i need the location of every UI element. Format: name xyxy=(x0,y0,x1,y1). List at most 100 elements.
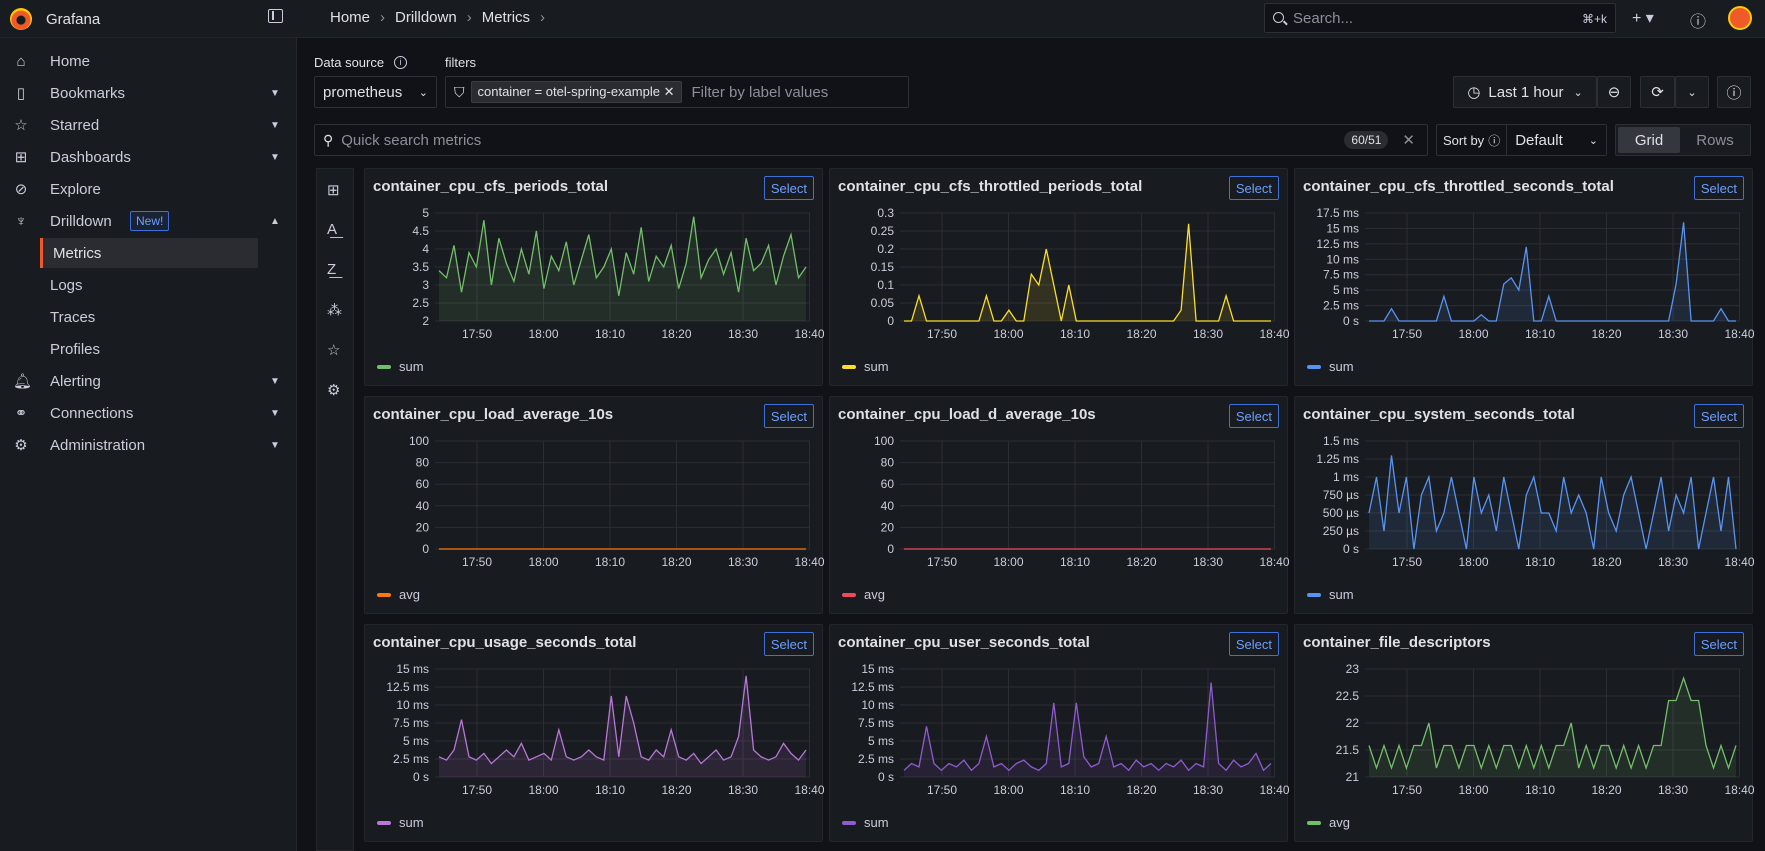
legend-item[interactable]: avg xyxy=(842,587,885,602)
add-icon[interactable]: + ▾ xyxy=(1632,10,1654,27)
y-tick-label: 23 xyxy=(1346,662,1360,676)
nav-item-administration[interactable]: ⚙ Administration ▼ xyxy=(0,430,297,460)
chevron-down-icon[interactable]: ▼ xyxy=(270,119,280,131)
nav-item-drilldown[interactable]: ♆ Drilldown New! ▲ xyxy=(0,206,297,236)
sidebar-subitem-profiles[interactable]: Profiles xyxy=(50,340,101,358)
chevron-down-icon: ⌄ xyxy=(1687,86,1697,99)
nav-item-explore[interactable]: ⊘ Explore xyxy=(0,174,297,204)
select-button[interactable]: Select xyxy=(1693,176,1744,200)
nav-item-connections[interactable]: ⚭ Connections ▼ xyxy=(0,398,297,428)
legend-item[interactable]: sum xyxy=(842,359,889,374)
select-button[interactable]: Select xyxy=(1228,404,1279,428)
nav-item-home[interactable]: ⌂ Home xyxy=(0,46,297,76)
info-icon[interactable]: i xyxy=(394,56,407,69)
sidebar-subitem-logs[interactable]: Logs xyxy=(50,276,83,294)
legend-item[interactable]: sum xyxy=(377,815,424,830)
select-button[interactable]: Select xyxy=(763,632,814,656)
group-icon[interactable]: ⊞ xyxy=(327,182,340,199)
nodes-icon[interactable]: ⁂ xyxy=(327,302,342,319)
chevron-down-icon[interactable]: ▼ xyxy=(270,439,280,451)
line-chart[interactable]: 0.3 0.25 0.2 0.15 0.1 0.05 0 17:50 18:00 18:10 18:… xyxy=(830,199,1289,349)
x-tick-label: 18:40 xyxy=(1724,327,1754,341)
legend-item[interactable]: sum xyxy=(377,359,424,374)
x-tick-label: 18:30 xyxy=(728,327,758,341)
y-tick-label: 3 xyxy=(422,278,429,292)
x-tick-label: 18:30 xyxy=(1658,783,1688,797)
zoom-out-button[interactable]: ⊖ xyxy=(1597,76,1631,108)
view-toggle: Grid Rows xyxy=(1615,124,1751,156)
legend-swatch xyxy=(377,592,391,597)
nav-item-dashboards[interactable]: ⊞ Dashboards ▼ xyxy=(0,142,297,172)
chevron-up-icon[interactable]: ▲ xyxy=(270,215,280,227)
view-grid-button[interactable]: Grid xyxy=(1618,127,1680,153)
legend-swatch xyxy=(842,820,856,825)
chevron-down-icon[interactable]: ▼ xyxy=(270,407,280,419)
legend-item[interactable]: sum xyxy=(842,815,889,830)
breadcrumb-home[interactable]: Home xyxy=(330,9,371,26)
chevron-down-icon[interactable]: ▼ xyxy=(270,87,280,99)
settings-icon[interactable]: ⚙ xyxy=(327,382,341,399)
chevron-down-icon: ⌄ xyxy=(1573,86,1583,99)
refresh-button[interactable]: ⟳ xyxy=(1640,76,1675,108)
legend-item[interactable]: avg xyxy=(1307,815,1350,830)
select-button[interactable]: Select xyxy=(1228,176,1279,200)
close-icon[interactable]: ✕ xyxy=(663,84,675,99)
datasource-select[interactable]: prometheus ⌄ xyxy=(314,76,437,108)
line-chart[interactable]: 15 ms 12.5 ms 10 ms 7.5 ms 5 ms 2.5 ms 0 s 17:5… xyxy=(365,655,824,805)
chevron-down-icon[interactable]: ▼ xyxy=(270,151,280,163)
dock-menu-icon[interactable] xyxy=(268,9,283,23)
sidebar-subitem-traces[interactable]: Traces xyxy=(50,308,96,326)
legend-item[interactable]: avg xyxy=(377,587,420,602)
select-button[interactable]: Select xyxy=(763,176,814,200)
select-button[interactable]: Select xyxy=(763,404,814,428)
chevron-down-icon[interactable]: ▼ xyxy=(270,375,280,387)
line-chart[interactable]: 5 4.5 4 3.5 3 2.5 2 17:50 18:00 18:10 18:20 18:30 18… xyxy=(365,199,824,349)
quick-search-input[interactable]: ⚲ Quick search metrics 60/51 ✕ xyxy=(314,124,1428,156)
link-icon: ⚭ xyxy=(14,405,28,422)
sort-select[interactable]: Sort by ⓘ Default ⌄ xyxy=(1436,124,1607,156)
brand[interactable]: Grafana xyxy=(10,8,100,30)
breadcrumb-metrics[interactable]: Metrics xyxy=(481,9,531,26)
line-chart[interactable]: 100 80 60 40 20 0 17:50 18:00 18:10 18:20 18:30 18:… xyxy=(365,427,824,577)
filter-input[interactable]: ⛉ container = otel-spring-example ✕ Filt… xyxy=(445,76,909,108)
legend-item[interactable]: sum xyxy=(1307,587,1354,602)
nav-item-alerting[interactable]: 🔔︎ Alerting ▼ xyxy=(0,366,297,396)
y-tick-label: 5 ms xyxy=(403,734,429,748)
select-button[interactable]: Select xyxy=(1693,632,1744,656)
filter-chip[interactable]: container = otel-spring-example ✕ xyxy=(470,81,682,103)
time-range-picker[interactable]: ◷ Last 1 hour ⌄ xyxy=(1453,76,1597,108)
grafana-logo-icon[interactable] xyxy=(10,8,32,30)
x-tick-label: 17:50 xyxy=(927,555,957,569)
x-tick-label: 18:20 xyxy=(661,327,691,341)
x-tick-label: 18:00 xyxy=(528,555,558,569)
line-chart[interactable]: 23 22.5 22 21.5 21 17:50 18:00 18:10 18:20 18:30 1… xyxy=(1295,655,1754,805)
help-icon[interactable]: ⓘ xyxy=(1690,14,1707,31)
y-tick-label: 1 ms xyxy=(1333,470,1359,484)
select-button[interactable]: Select xyxy=(1228,632,1279,656)
info-button[interactable]: ⓘ xyxy=(1717,76,1751,108)
view-rows-button[interactable]: Rows xyxy=(1696,131,1734,149)
series-area xyxy=(904,223,1271,321)
panel-title: container_cpu_load_average_10s xyxy=(373,406,614,423)
y-tick-label: 21.5 xyxy=(1336,743,1360,757)
sidebar-subitem-metrics[interactable]: Metrics xyxy=(40,238,258,268)
nav-item-label: Administration xyxy=(50,436,146,454)
sort-alpha-desc-icon[interactable]: Z͟ xyxy=(327,261,337,278)
refresh-interval-button[interactable]: ⌄ xyxy=(1675,76,1709,108)
line-chart[interactable]: 1.5 ms 1.25 ms 1 ms 750 µs 500 µs 250 µs 0 s 17… xyxy=(1295,427,1754,577)
avatar[interactable] xyxy=(1728,6,1752,30)
line-chart[interactable]: 100 80 60 40 20 0 17:50 18:00 18:10 18:20 18:30 18:… xyxy=(830,427,1289,577)
clear-icon[interactable]: ✕ xyxy=(1402,132,1415,149)
breadcrumb-drilldown[interactable]: Drilldown xyxy=(395,9,457,26)
sort-alpha-asc-icon[interactable]: A͟ xyxy=(327,221,338,238)
star-icon[interactable]: ☆ xyxy=(327,342,341,359)
line-chart[interactable]: 15 ms 12.5 ms 10 ms 7.5 ms 5 ms 2.5 ms 0 s 17:5… xyxy=(830,655,1289,805)
nav-item-bookmarks[interactable]: ▯ Bookmarks ▼ xyxy=(0,78,297,108)
legend-item[interactable]: sum xyxy=(1307,359,1354,374)
y-tick-label: 0.2 xyxy=(877,242,894,256)
nav-item-starred[interactable]: ☆ Starred ▼ xyxy=(0,110,297,140)
select-button[interactable]: Select xyxy=(1693,404,1744,428)
legend-swatch xyxy=(1307,592,1321,597)
search-input[interactable]: Search... ⌘+k xyxy=(1264,3,1616,33)
